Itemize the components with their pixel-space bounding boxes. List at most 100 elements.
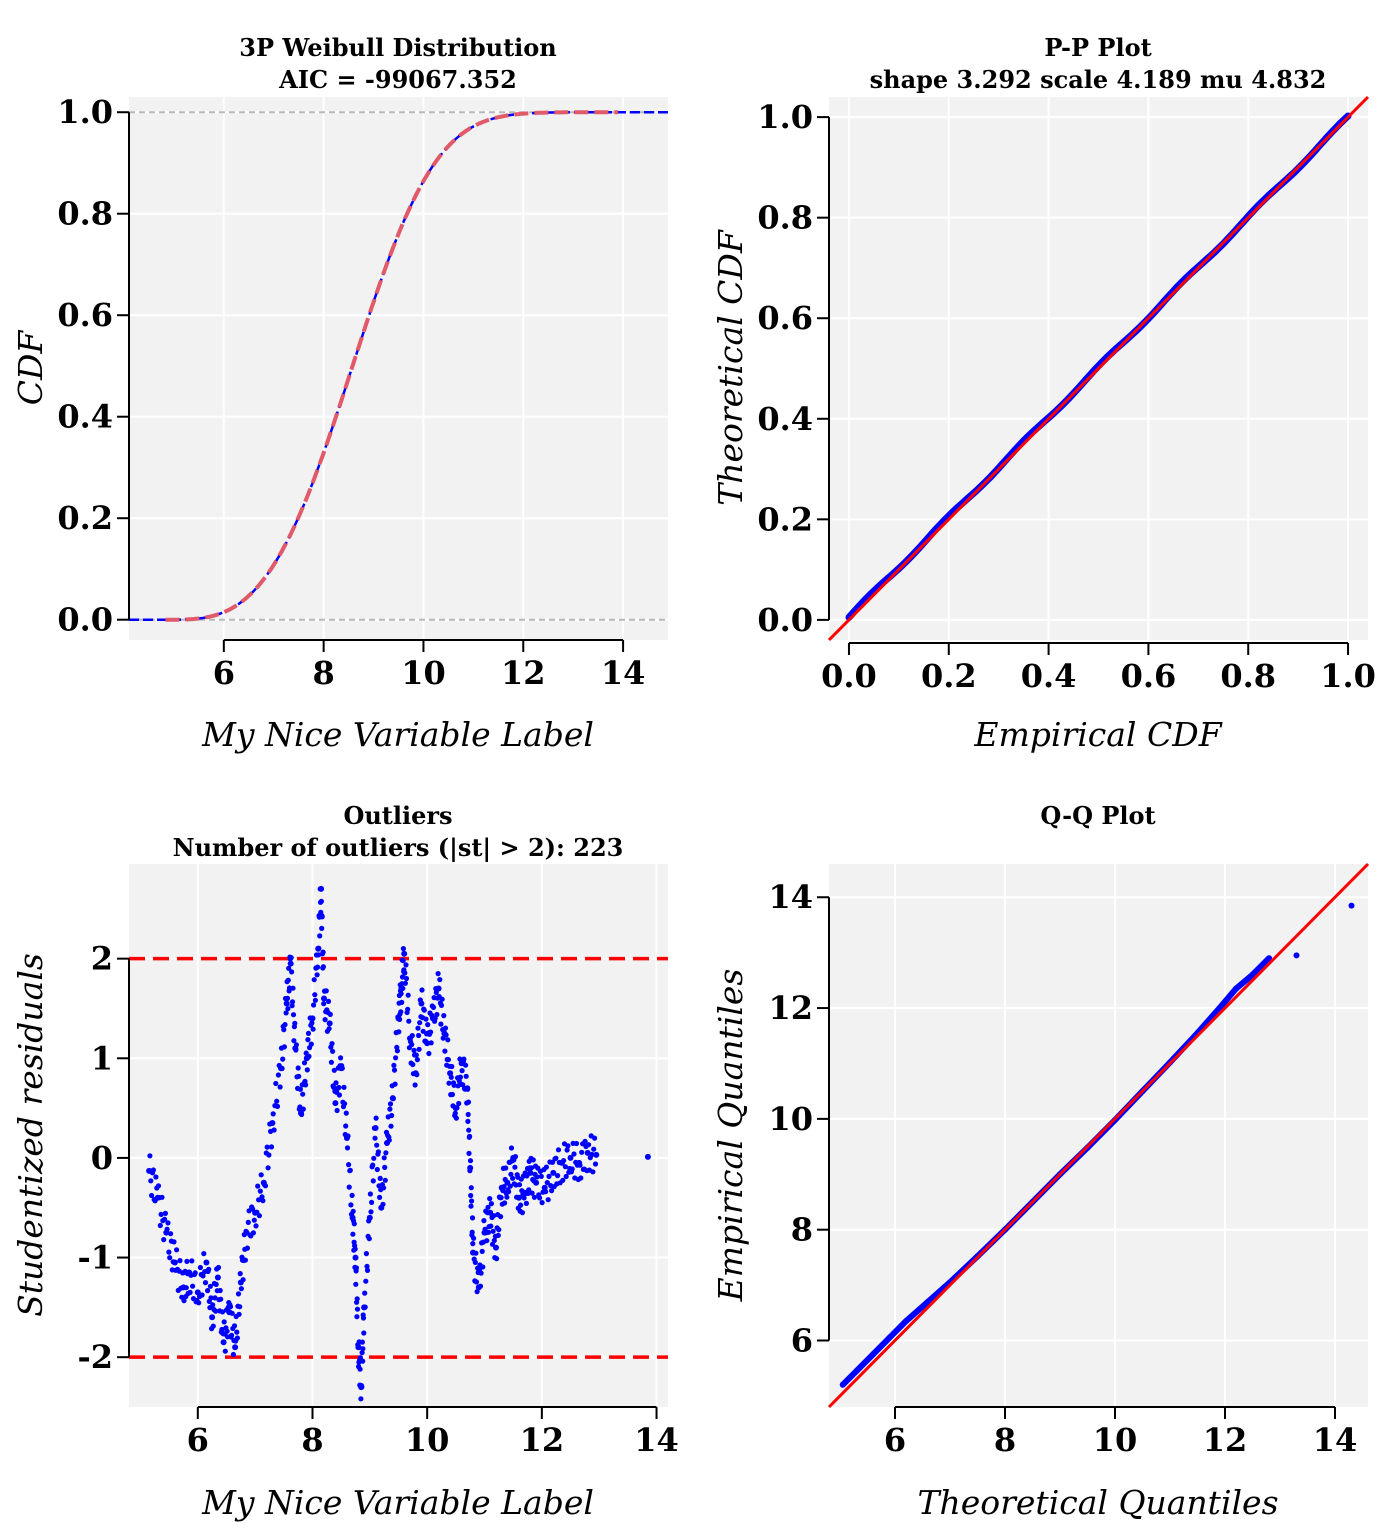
residual-point [361, 1304, 368, 1311]
residual-point [174, 1247, 180, 1253]
residual-point [488, 1223, 494, 1229]
qq-x-tick-label: 6 [884, 1421, 906, 1459]
residual-point [382, 1164, 388, 1170]
residual-point [194, 1289, 201, 1296]
residual-point [153, 1174, 159, 1180]
residual-point [343, 1135, 350, 1141]
residual-point [283, 1000, 290, 1007]
residual-point [370, 1162, 376, 1168]
residual-point [470, 1249, 476, 1256]
residual-point [398, 985, 405, 992]
residual-point [318, 898, 324, 904]
residual-point [412, 1070, 419, 1077]
residual-point [445, 1037, 451, 1043]
residual-point [487, 1209, 494, 1216]
weibull-x-tick-label: 8 [313, 654, 335, 692]
qq-x-tick-label: 10 [1093, 1421, 1138, 1459]
residual-point [429, 1015, 436, 1022]
residual-point [222, 1348, 228, 1354]
residual-point [510, 1154, 517, 1161]
residual-point [298, 1110, 304, 1117]
residual-point [484, 1238, 490, 1244]
residual-point [146, 1167, 153, 1174]
residual-point [243, 1229, 250, 1236]
residual-point [234, 1329, 240, 1335]
residual-point [481, 1229, 488, 1236]
residual-point [282, 1022, 288, 1028]
y-axis-label-weibull: CDF [11, 330, 50, 406]
residual-point [398, 991, 404, 997]
chart-subtitle-pp: shape 3.292 scale 4.189 mu 4.832 [870, 65, 1327, 94]
residual-point [349, 1192, 355, 1198]
axes-qq: 6 8 10 12 14 6 8 10 12 14 [768, 878, 1357, 1459]
residual-point [463, 1073, 469, 1079]
residual-point [326, 1026, 332, 1032]
residual-point [363, 1278, 369, 1284]
qq-point [839, 1381, 846, 1388]
residual-point [206, 1266, 212, 1272]
residual-point [162, 1210, 168, 1216]
residual-point [319, 925, 325, 932]
residual-point [465, 1099, 472, 1105]
residual-point [186, 1269, 193, 1276]
residual-point [346, 1162, 352, 1168]
residual-point [586, 1142, 592, 1148]
residual-point [545, 1197, 551, 1203]
residual-point [564, 1147, 570, 1153]
residual-point [346, 1184, 352, 1190]
residual-point [555, 1147, 562, 1153]
threshold-lines [129, 956, 668, 1359]
residual-point [437, 977, 443, 983]
chart-title-weibull: 3P Weibull Distribution [239, 33, 556, 62]
qq-point [903, 1318, 909, 1325]
residual-point [573, 1140, 580, 1147]
residual-point [449, 1063, 455, 1070]
residual-point [412, 1082, 418, 1088]
residual-point [425, 1022, 431, 1028]
residual-point [221, 1319, 227, 1325]
residual-point [343, 1123, 349, 1129]
residual-point [377, 1194, 383, 1200]
residual-point [413, 1052, 419, 1058]
residual-point [405, 992, 411, 998]
pp-x-tick-label: 0.0 [821, 657, 877, 695]
residual-point [319, 914, 325, 920]
residual-point [435, 971, 441, 977]
residual-point [285, 1006, 291, 1012]
residual-point [414, 1057, 420, 1063]
residual-point [377, 1175, 383, 1181]
residual-point [373, 1115, 379, 1121]
residual-point [202, 1280, 209, 1286]
gridlines-weibull [129, 97, 668, 640]
residual-point [465, 1118, 471, 1124]
residual-point [326, 1020, 333, 1027]
residual-point [584, 1149, 591, 1156]
residual-point [322, 1017, 328, 1023]
residual-point [208, 1295, 214, 1301]
residual-point [423, 1016, 429, 1022]
residual-point [289, 1003, 295, 1009]
residual-point [521, 1195, 527, 1201]
residual-point [361, 1330, 367, 1336]
residual-point [481, 1218, 487, 1224]
residual-point [336, 1084, 342, 1091]
residual-point [446, 1080, 452, 1086]
residual-point [287, 960, 294, 967]
residual-point [224, 1328, 230, 1334]
residual-point [350, 1208, 356, 1214]
residual-point [389, 1112, 395, 1119]
residual-point [274, 1103, 281, 1109]
residual-point [419, 987, 425, 993]
residual-point [196, 1300, 202, 1306]
residual-point [550, 1169, 557, 1176]
residual-point [518, 1202, 524, 1208]
residual-point [229, 1332, 235, 1338]
residual-point [388, 1123, 394, 1129]
residual-point [301, 1060, 308, 1066]
residual-point [162, 1216, 168, 1222]
residual-point [235, 1291, 242, 1297]
qq-reference-line [827, 862, 1370, 1409]
residual-point [213, 1308, 219, 1314]
pp-x-tick-label: 0.4 [1021, 657, 1077, 695]
